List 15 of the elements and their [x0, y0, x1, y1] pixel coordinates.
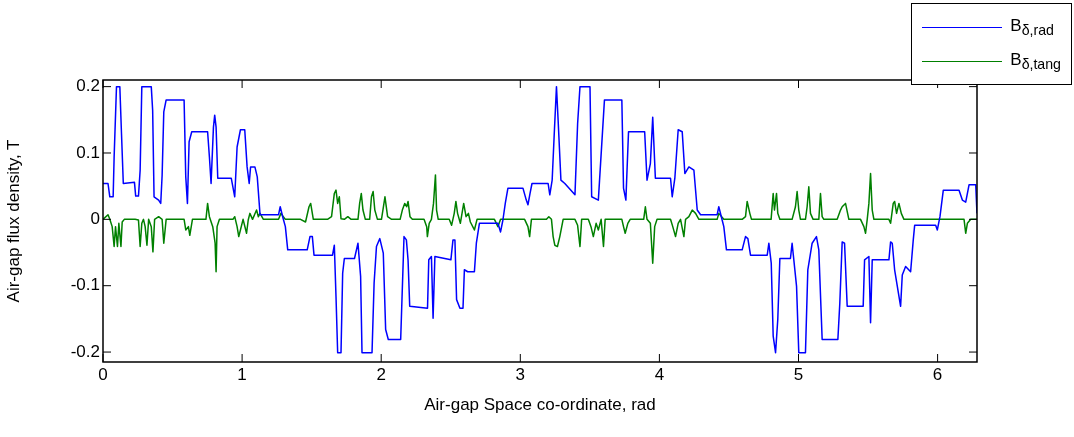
x-tick-label: 6 — [932, 364, 943, 384]
legend-label: B$_{δ,rad}$ — [1010, 15, 1054, 39]
y-tick-label: 0 — [90, 209, 100, 229]
x-tick-label: 4 — [654, 364, 665, 384]
x-tick-label: 3 — [515, 364, 526, 384]
y-axis-title: Air-gap flux density, T — [3, 139, 23, 303]
legend-label: B$_{δ,tang}$ — [1010, 49, 1061, 73]
y-tick-label: -0.1 — [70, 275, 100, 295]
x-tick-label: 2 — [376, 364, 386, 384]
y-tick-label: -0.2 — [70, 341, 100, 361]
y-tick-label: 0.2 — [76, 76, 100, 96]
x-axis-title: Air-gap Space co-ordinate, rad — [424, 395, 656, 415]
y-tick-label: 0.1 — [76, 142, 100, 162]
x-tick-label: 5 — [793, 364, 804, 384]
x-tick-label: 1 — [237, 364, 247, 384]
